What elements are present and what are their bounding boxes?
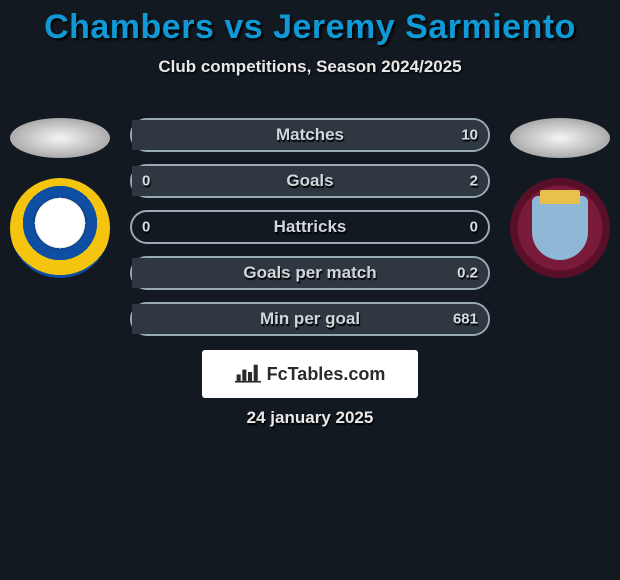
stat-label: Goals [286, 171, 333, 191]
stat-label: Matches [276, 125, 344, 145]
subtitle: Club competitions, Season 2024/2025 [0, 57, 620, 77]
stat-value-left: 0 [142, 173, 150, 190]
player2-name: Jeremy Sarmiento [273, 8, 576, 46]
attribution-badge: FcTables.com [202, 350, 418, 398]
barchart-icon [235, 361, 261, 388]
stat-value-right: 681 [453, 311, 478, 328]
stats-table: 10 Matches 0 2 Goals 0 0 Hattricks 0.2 Goals per … [130, 118, 490, 348]
stat-value-right: 2 [470, 173, 478, 190]
stat-row: 681 Min per goal [130, 302, 490, 336]
player2-column [510, 118, 610, 278]
player2-silhouette-icon [510, 118, 610, 158]
stat-row: 0 0 Hattricks [130, 210, 490, 244]
player1-name: Chambers [44, 8, 214, 46]
attribution-text: FcTables.com [267, 364, 386, 385]
player1-column [10, 118, 110, 278]
stat-label: Goals per match [243, 263, 376, 283]
club-badge-right-icon [510, 178, 610, 278]
stat-row: 0.2 Goals per match [130, 256, 490, 290]
stat-value-right: 0 [470, 219, 478, 236]
date-text: 24 january 2025 [0, 408, 620, 428]
page-title: Chambers vs Jeremy Sarmiento [0, 0, 620, 47]
stat-value-right: 0.2 [457, 265, 478, 282]
vs-text: vs [224, 8, 263, 46]
stat-value-right: 10 [461, 127, 478, 144]
club-badge-left-icon [10, 178, 110, 278]
stat-row: 10 Matches [130, 118, 490, 152]
stat-row: 0 2 Goals [130, 164, 490, 198]
player1-silhouette-icon [10, 118, 110, 158]
stat-label: Min per goal [260, 309, 360, 329]
stat-label: Hattricks [274, 217, 347, 237]
stat-value-left: 0 [142, 219, 150, 236]
